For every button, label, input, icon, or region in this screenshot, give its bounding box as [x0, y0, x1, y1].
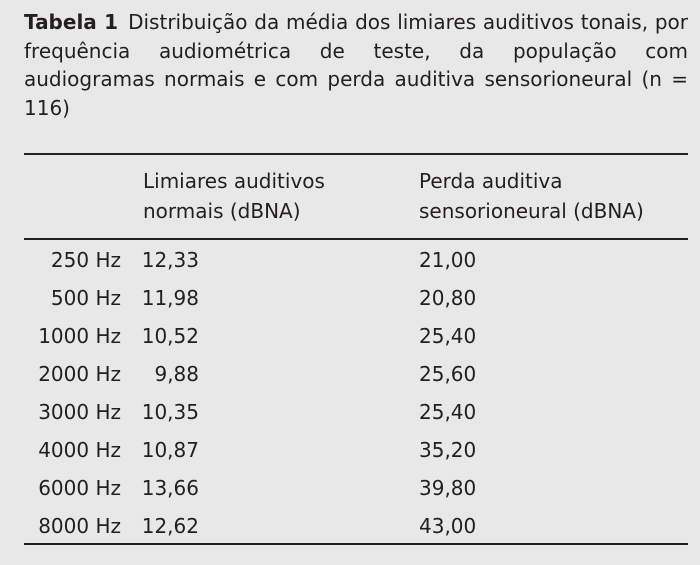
frequency-cell: 6000 Hz [38, 476, 121, 500]
header-normal-thresholds: Limiares auditivos normais (dBNA) [143, 166, 325, 226]
loss-threshold-cell: 25,40 [419, 400, 477, 424]
table-row: 1000 Hz 10,52 25,40 [24, 317, 688, 355]
normal-threshold-cell: 10,35 [141, 400, 199, 424]
normal-threshold-cell: 10,52 [141, 324, 199, 348]
header-normal-line-1: Limiares auditivos [143, 169, 325, 193]
loss-threshold-cell: 25,60 [419, 362, 477, 386]
frequency-cell: 4000 Hz [38, 438, 121, 462]
table-body: 250 Hz 12,33 21,00 500 Hz 11,98 20,80 1000 H… [24, 241, 688, 545]
header-normal-line-2: normais (dBNA) [143, 199, 301, 223]
table-row: 500 Hz 11,98 20,80 [24, 279, 688, 317]
table-caption: Tabela 1 Distribuição da média dos limiar… [24, 8, 688, 122]
table-row: 4000 Hz 10,87 35,20 [24, 431, 688, 469]
loss-threshold-cell: 20,80 [419, 286, 477, 310]
loss-threshold-cell: 25,40 [419, 324, 477, 348]
header-rule [24, 238, 688, 240]
header-loss-line-2: sensorioneural (dBNA) [419, 199, 644, 223]
table-row: 8000 Hz 12,62 43,00 [24, 507, 688, 545]
table-row: 3000 Hz 10,35 25,40 [24, 393, 688, 431]
frequency-cell: 1000 Hz [38, 324, 121, 348]
table-label: Tabela 1 [24, 10, 119, 34]
loss-threshold-cell: 21,00 [419, 248, 477, 272]
frequency-cell: 500 Hz [50, 286, 121, 310]
frequency-cell: 3000 Hz [38, 400, 121, 424]
frequency-cell: 8000 Hz [38, 514, 121, 538]
header-sensorineural-loss: Perda auditiva sensorioneural (dBNA) [419, 166, 644, 226]
frequency-cell: 250 Hz [50, 248, 121, 272]
table-row: 6000 Hz 13,66 39,80 [24, 469, 688, 507]
table-row: 250 Hz 12,33 21,00 [24, 241, 688, 279]
normal-threshold-cell: 13,66 [141, 476, 199, 500]
top-rule [24, 153, 688, 155]
table-caption-text: Distribuição da média dos limiares audit… [24, 10, 688, 120]
normal-threshold-cell: 11,98 [141, 286, 199, 310]
loss-threshold-cell: 39,80 [419, 476, 477, 500]
header-loss-line-1: Perda auditiva [419, 169, 563, 193]
loss-threshold-cell: 43,00 [419, 514, 477, 538]
normal-threshold-cell: 12,33 [141, 248, 199, 272]
normal-threshold-cell: 10,87 [141, 438, 199, 462]
normal-threshold-cell: 9,88 [154, 362, 199, 386]
bottom-rule [24, 543, 688, 545]
loss-threshold-cell: 35,20 [419, 438, 477, 462]
normal-threshold-cell: 12,62 [141, 514, 199, 538]
frequency-cell: 2000 Hz [38, 362, 121, 386]
table-row: 2000 Hz 9,88 25,60 [24, 355, 688, 393]
